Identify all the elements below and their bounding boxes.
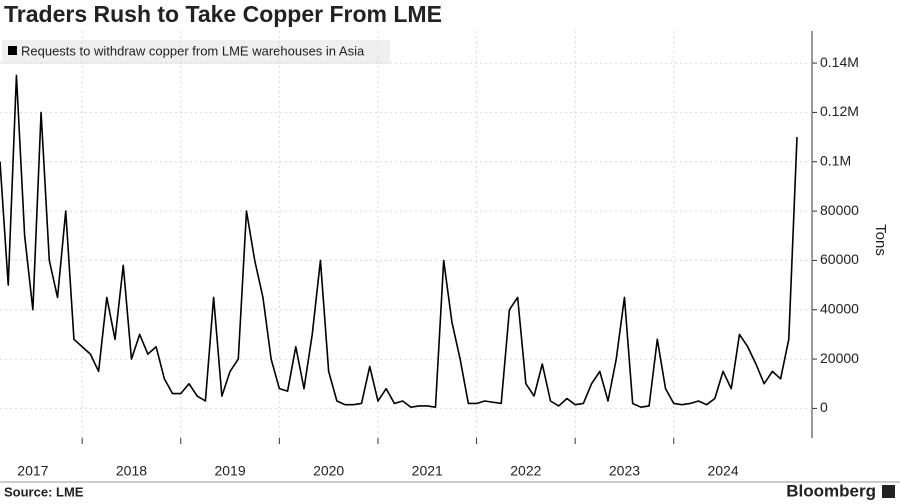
source: Source: LME bbox=[4, 484, 84, 499]
x-tick-label: 2019 bbox=[214, 463, 245, 479]
y-tick-label: 40000 bbox=[820, 300, 859, 316]
x-tick-label: 2022 bbox=[510, 463, 541, 479]
legend-swatch bbox=[8, 46, 17, 55]
y-tick-label: 80000 bbox=[820, 202, 859, 218]
brand: Bloomberg bbox=[786, 481, 876, 500]
y-tick-label: 0 bbox=[820, 399, 828, 415]
x-tick-label: 2020 bbox=[313, 463, 344, 479]
y-tick-label: 0.14M bbox=[820, 54, 859, 70]
x-tick-label: 2023 bbox=[609, 463, 640, 479]
y-axis-label: Tons bbox=[872, 224, 889, 256]
x-tick-label: 2021 bbox=[412, 463, 443, 479]
legend-label: Requests to withdraw copper from LME war… bbox=[21, 43, 365, 58]
legend bbox=[2, 40, 390, 64]
y-tick-label: 0.12M bbox=[820, 103, 859, 119]
x-tick-label: 2017 bbox=[17, 463, 48, 479]
y-tick-label: 60000 bbox=[820, 251, 859, 267]
x-tick-label: 2018 bbox=[116, 463, 147, 479]
x-tick-label: 2024 bbox=[707, 463, 738, 479]
chart-title: Traders Rush to Take Copper From LME bbox=[4, 1, 442, 27]
y-tick-label: 20000 bbox=[820, 350, 859, 366]
brand-icon bbox=[882, 485, 895, 498]
y-tick-label: 0.1M bbox=[820, 152, 851, 168]
line-series bbox=[0, 74, 798, 408]
